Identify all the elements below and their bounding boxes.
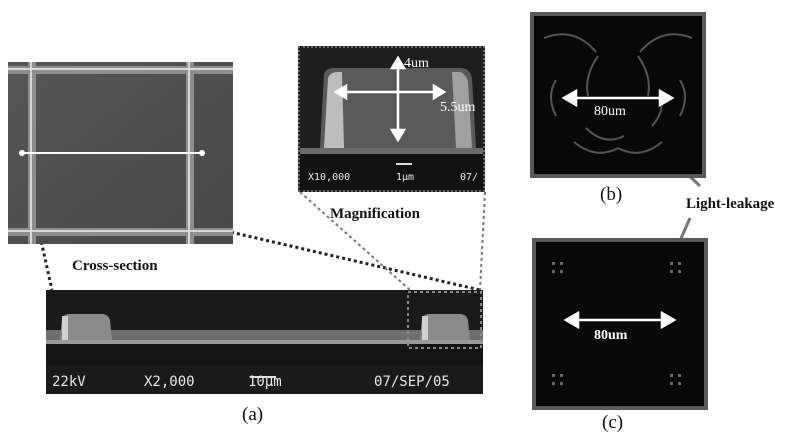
- sem-cross-section: 22kV X2,000 10μm 07/SEP/05: [46, 290, 483, 394]
- width-measurement: 5.5um: [440, 100, 476, 115]
- zoom-scale: 1μm: [396, 172, 415, 183]
- zoom-date: 07/: [460, 172, 479, 183]
- caption-b: (b): [600, 184, 623, 205]
- cross-section-label: Cross-section: [72, 258, 158, 274]
- main-magnification: X2,000: [144, 374, 195, 390]
- main-date: 07/SEP/05: [374, 374, 450, 390]
- magnification-label: Magnification: [330, 206, 420, 222]
- connector-left: [38, 235, 54, 291]
- caption-c: (c): [602, 412, 624, 433]
- grid-top-view: [8, 62, 233, 244]
- light-leakage-label: Light-leakage: [686, 196, 775, 212]
- connector-zoom-right: [479, 191, 486, 291]
- zoom-magnification: X10,000: [308, 172, 351, 183]
- main-scale: 10μm: [248, 374, 282, 390]
- pitch-c-measurement: 80um: [594, 328, 628, 343]
- caption-a: (a): [242, 404, 264, 425]
- sem-zoom-view: 4um 5.5um X10,000 1μm 07/: [298, 46, 485, 192]
- height-measurement: 4um: [404, 56, 429, 71]
- pitch-b-measurement: 80um: [594, 104, 626, 119]
- connector-right: [195, 222, 481, 292]
- panel-b-light-leakage: 80um: [530, 12, 706, 178]
- main-voltage: 22kV: [52, 374, 86, 390]
- panel-c-light-leakage: 80um: [532, 238, 708, 410]
- connector-zoom-left: [299, 191, 411, 291]
